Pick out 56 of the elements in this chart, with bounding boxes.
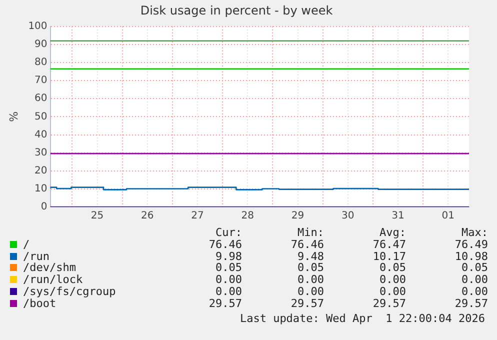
y-tick-label: 50 <box>34 111 48 122</box>
y-tick-label: 20 <box>34 165 48 176</box>
x-tick-label: 29 <box>291 210 304 222</box>
text: 76.49 <box>454 238 488 251</box>
y-tick-label: 90 <box>34 39 48 50</box>
text: Cur: <box>214 226 242 239</box>
legend-label: /boot <box>22 296 56 310</box>
text: 10.98 <box>454 250 488 263</box>
y-tick-label: 30 <box>34 147 48 158</box>
text: 10.17 <box>372 250 406 263</box>
y-tick-label: 100 <box>28 20 48 32</box>
x-tick-label: 27 <box>191 210 204 222</box>
text: 29.57 <box>454 296 488 310</box>
x-tick-label: 25 <box>90 210 104 222</box>
text: 76.46 <box>290 238 324 251</box>
text: 0.00 <box>296 273 324 286</box>
x-tick-label: 26 <box>141 210 154 222</box>
text: 0.00 <box>296 284 324 298</box>
text: 0.00 <box>214 273 242 286</box>
text: 0.00 <box>378 273 406 286</box>
x-tick-label: 01 <box>442 210 454 222</box>
x-tick-label: 30 <box>342 210 354 222</box>
y-tick-label: 80 <box>34 57 48 68</box>
y-tick-label: 40 <box>34 129 48 140</box>
y-tick-label: 0 <box>40 202 48 213</box>
chart-title: Disk usage in percent - by week <box>140 3 333 18</box>
text: 76.47 <box>372 238 406 251</box>
text: 9.48 <box>296 250 324 263</box>
text: 29.57 <box>290 296 324 310</box>
text: 29.57 <box>208 296 242 310</box>
y-tick-label: 10 <box>34 184 48 195</box>
x-tick-label: 28 <box>241 210 254 222</box>
text: 0.00 <box>460 284 488 298</box>
legend-label: /dev/shm <box>22 261 77 274</box>
legend-label: / <box>22 238 31 251</box>
text: 0.05 <box>296 261 324 274</box>
text: Avg: <box>378 226 406 239</box>
legend-label: /run <box>22 250 50 263</box>
text: 0.00 <box>378 284 406 298</box>
text: 0.05 <box>460 261 488 274</box>
text: 0.00 <box>214 284 242 298</box>
text: 0.00 <box>460 273 488 286</box>
y-axis-title: % <box>7 111 20 122</box>
legend-label: /sys/fs/cgroup <box>22 284 117 298</box>
y-tick-label: 60 <box>34 93 48 104</box>
text: 76.46 <box>208 238 242 251</box>
text: Min: <box>296 226 324 239</box>
text: 9.98 <box>214 250 242 263</box>
text: 0.05 <box>378 261 406 274</box>
text: Last update: Wed Apr 1 22:00:04 2026 <box>240 312 485 325</box>
x-tick-label: 31 <box>392 210 404 222</box>
text: 0.05 <box>214 261 242 274</box>
legend-label: /run/lock <box>22 273 84 286</box>
text: Max: <box>460 226 488 239</box>
text: 29.57 <box>372 296 406 310</box>
y-tick-label: 70 <box>34 75 48 86</box>
